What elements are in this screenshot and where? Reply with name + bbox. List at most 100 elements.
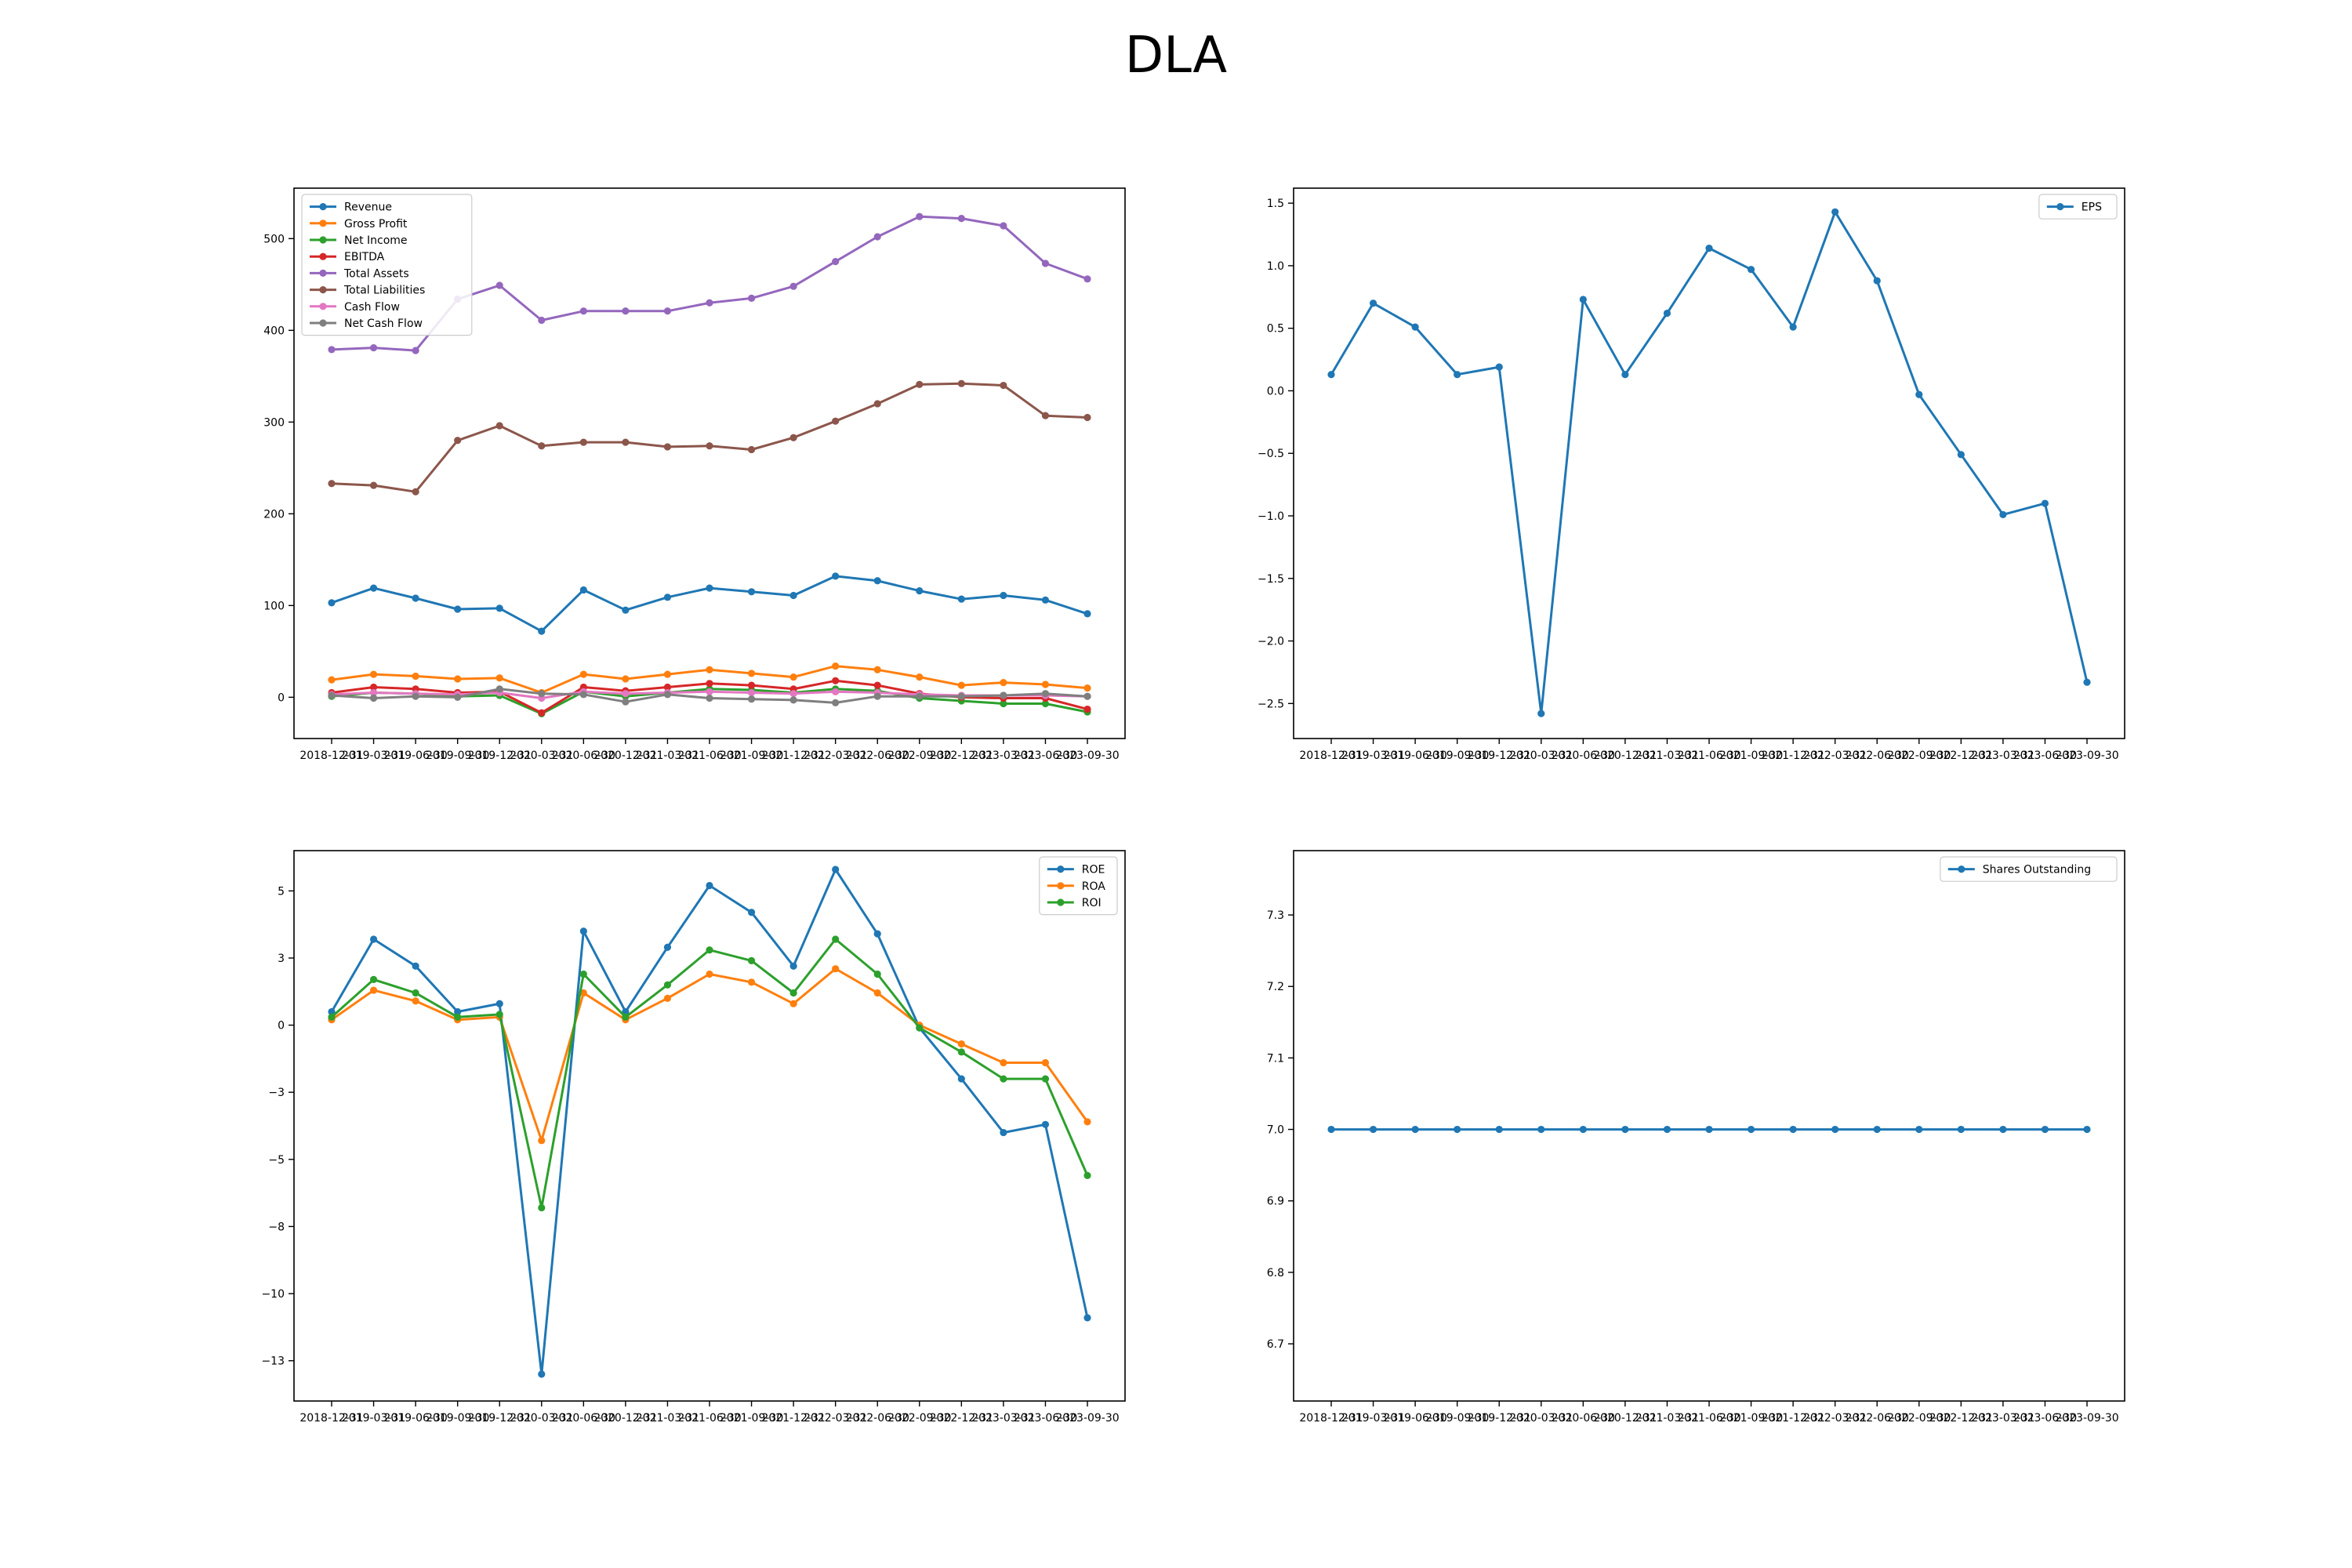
x-tick-label: 2022-06-30 xyxy=(1846,750,1909,762)
data-point-net-cash-flow xyxy=(1083,692,1091,700)
y-tick-label: −8 xyxy=(268,1221,285,1233)
data-point-roi xyxy=(1000,1075,1007,1083)
legend-marker xyxy=(1057,882,1065,890)
legend-marker xyxy=(319,220,327,227)
data-point-shares-outstanding xyxy=(1957,1125,1965,1134)
y-tick-label: 6.8 xyxy=(1267,1267,1284,1279)
data-point-total-assets xyxy=(873,233,881,241)
data-point-net-cash-flow xyxy=(622,698,630,706)
x-tick-label: 2021-03-31 xyxy=(1635,1412,1699,1425)
legend: Revenue Gross Profit Net Income EBITDA Total… xyxy=(301,194,473,336)
data-point-eps xyxy=(1831,208,1839,216)
data-point-total-liabilities xyxy=(622,438,630,446)
data-point-revenue xyxy=(495,604,503,612)
y-tick-label: 500 xyxy=(263,233,285,245)
data-point-total-assets xyxy=(622,307,630,315)
y-tick-label: 200 xyxy=(263,508,285,521)
x-tick-label: 2020-06-30 xyxy=(552,1412,615,1425)
x-tick-label: 2018-12-31 xyxy=(1299,1412,1363,1425)
data-point-roa xyxy=(369,986,378,994)
legend: EPS xyxy=(2038,194,2118,220)
data-point-cash-flow xyxy=(622,690,630,698)
data-point-roe xyxy=(328,1007,336,1016)
data-point-revenue xyxy=(579,586,587,594)
x-tick-label: 2020-12-31 xyxy=(1593,1412,1657,1425)
data-point-roe xyxy=(538,1370,546,1378)
data-point-roa xyxy=(1041,1058,1050,1067)
data-point-roi xyxy=(663,981,672,989)
data-point-gross-profit xyxy=(916,673,924,681)
data-point-total-assets xyxy=(579,307,587,315)
x-tick-label: 2022-09-30 xyxy=(887,1412,951,1425)
x-tick-label: 2020-06-30 xyxy=(1552,1412,1615,1425)
data-point-eps xyxy=(1747,266,1755,274)
data-point-total-liabilities xyxy=(454,437,462,445)
data-point-total-liabilities xyxy=(1000,381,1007,390)
y-tick-label: −1.5 xyxy=(1258,573,1284,586)
legend-box xyxy=(1940,856,2118,882)
x-tick-label: 2021-12-31 xyxy=(1761,750,1824,762)
y-tick-label: −0.5 xyxy=(1258,448,1284,460)
x-tick-label: 2019-06-30 xyxy=(1383,750,1446,762)
y-tick-label: 7.0 xyxy=(1267,1124,1284,1137)
data-point-revenue xyxy=(663,593,672,601)
page-title: DLA xyxy=(1125,27,1227,85)
data-point-total-liabilities xyxy=(579,438,587,446)
legend-marker xyxy=(319,286,327,294)
y-tick-label: −1.0 xyxy=(1258,510,1284,523)
data-point-total-assets xyxy=(663,307,672,315)
data-point-revenue xyxy=(454,605,462,613)
legend-label: Gross Profit xyxy=(344,218,408,230)
data-point-roa xyxy=(747,978,756,986)
legend-label: ROA xyxy=(1082,880,1106,893)
data-point-roe xyxy=(663,943,672,951)
data-point-gross-profit xyxy=(1000,679,1007,687)
legend-label: ROE xyxy=(1082,864,1105,877)
legend-marker xyxy=(1057,866,1065,873)
data-point-eps xyxy=(1369,299,1377,307)
data-point-revenue xyxy=(1083,610,1091,618)
data-point-roi xyxy=(538,1203,546,1212)
data-point-net-cash-flow xyxy=(832,699,840,706)
x-tick-label: 2021-09-30 xyxy=(1719,750,1783,762)
legend-label: Revenue xyxy=(344,201,392,214)
legend-marker xyxy=(319,236,327,244)
data-point-eps xyxy=(1999,510,2007,519)
data-point-roa xyxy=(1000,1058,1007,1067)
data-point-roe xyxy=(1000,1128,1007,1137)
x-tick-label: 2023-06-30 xyxy=(1014,1412,1077,1425)
data-point-roi xyxy=(495,1011,503,1018)
data-point-roi xyxy=(1041,1075,1050,1083)
data-point-total-liabilities xyxy=(1083,413,1091,422)
x-tick-label: 2019-12-31 xyxy=(1468,750,1531,762)
data-point-ebitda xyxy=(706,680,713,688)
x-tick-label: 2022-06-30 xyxy=(846,1412,909,1425)
data-point-ebitda xyxy=(369,683,378,691)
data-point-roi xyxy=(328,1013,336,1021)
x-tick-label: 2019-06-30 xyxy=(383,750,447,762)
data-point-gross-profit xyxy=(1041,681,1050,688)
data-point-net-cash-flow xyxy=(1000,691,1007,699)
data-point-roe xyxy=(706,881,713,890)
data-point-shares-outstanding xyxy=(1999,1125,2007,1134)
data-point-net-cash-flow xyxy=(454,693,462,701)
data-point-total-assets xyxy=(747,294,756,302)
x-tick-label: 2021-03-31 xyxy=(636,1412,699,1425)
data-point-shares-outstanding xyxy=(1327,1125,1335,1134)
x-tick-label: 2022-12-31 xyxy=(1929,1412,1993,1425)
data-point-roi xyxy=(873,970,881,978)
x-tick-label: 2023-06-30 xyxy=(2013,750,2077,762)
data-point-revenue xyxy=(957,595,965,603)
y-tick-label: 0 xyxy=(278,1020,285,1033)
data-point-shares-outstanding xyxy=(1579,1125,1587,1134)
data-point-shares-outstanding xyxy=(2041,1125,2049,1134)
data-point-net-cash-flow xyxy=(369,694,378,702)
x-tick-label: 2021-06-30 xyxy=(1677,1412,1740,1425)
x-tick-label: 2022-12-31 xyxy=(930,1412,993,1425)
data-point-net-cash-flow xyxy=(1041,690,1050,698)
x-tick-label: 2019-12-31 xyxy=(468,750,532,762)
data-point-total-assets xyxy=(916,212,924,220)
data-point-roi xyxy=(706,946,713,954)
legend-label: Total Assets xyxy=(343,267,409,280)
data-point-total-assets xyxy=(957,215,965,223)
